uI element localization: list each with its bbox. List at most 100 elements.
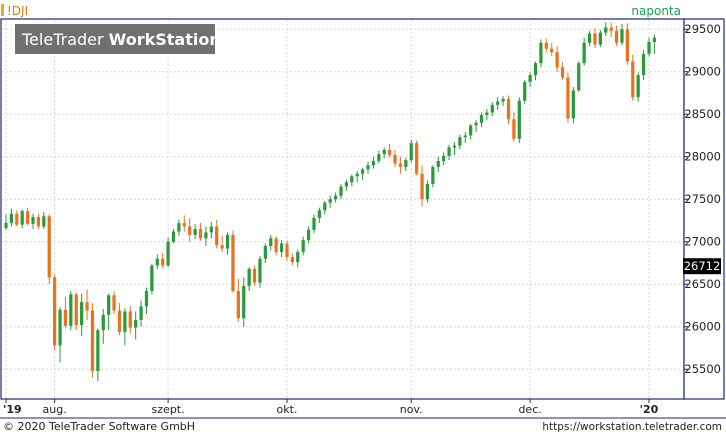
candle[interactable] bbox=[306, 226, 311, 244]
candle[interactable] bbox=[496, 97, 500, 110]
candle[interactable] bbox=[225, 232, 230, 255]
candle[interactable] bbox=[290, 253, 294, 266]
candle[interactable] bbox=[252, 265, 257, 286]
candle[interactable] bbox=[4, 214, 8, 230]
candle[interactable] bbox=[63, 296, 68, 329]
candle[interactable] bbox=[582, 37, 586, 66]
candle[interactable] bbox=[231, 230, 235, 293]
candle[interactable] bbox=[117, 302, 122, 336]
candle[interactable] bbox=[458, 134, 462, 150]
candle[interactable] bbox=[274, 236, 278, 256]
candle[interactable] bbox=[31, 213, 35, 229]
candle[interactable] bbox=[371, 156, 376, 169]
candle[interactable] bbox=[188, 217, 192, 242]
plot-area[interactable] bbox=[0, 18, 685, 400]
candle[interactable] bbox=[317, 207, 322, 224]
candle[interactable] bbox=[404, 157, 408, 172]
candle[interactable] bbox=[436, 156, 440, 173]
interval-label[interactable]: naponta bbox=[631, 4, 681, 18]
candle[interactable] bbox=[604, 22, 608, 37]
candle[interactable] bbox=[47, 214, 51, 285]
candle[interactable] bbox=[593, 28, 597, 48]
candle[interactable] bbox=[431, 165, 435, 188]
candle[interactable] bbox=[198, 223, 203, 241]
candle[interactable] bbox=[641, 49, 646, 81]
candle[interactable] bbox=[442, 152, 446, 166]
candle[interactable] bbox=[539, 39, 543, 68]
candle[interactable] bbox=[107, 293, 111, 331]
candle[interactable] bbox=[355, 171, 359, 183]
candle[interactable] bbox=[631, 54, 635, 101]
candle[interactable] bbox=[550, 42, 554, 57]
candle[interactable] bbox=[25, 207, 30, 226]
candle[interactable] bbox=[344, 179, 349, 191]
candle[interactable] bbox=[263, 243, 267, 263]
candle[interactable] bbox=[485, 109, 489, 121]
candle[interactable] bbox=[80, 293, 84, 337]
candle[interactable] bbox=[53, 274, 57, 351]
candle[interactable] bbox=[258, 256, 262, 288]
candle[interactable] bbox=[247, 267, 251, 292]
candle[interactable] bbox=[204, 226, 208, 246]
candle[interactable] bbox=[58, 307, 62, 363]
candle[interactable] bbox=[90, 302, 95, 378]
candle[interactable] bbox=[150, 263, 154, 295]
candle[interactable] bbox=[215, 219, 219, 249]
candle[interactable] bbox=[382, 147, 386, 159]
candle[interactable] bbox=[393, 149, 397, 167]
candle[interactable] bbox=[15, 210, 19, 227]
candle[interactable] bbox=[123, 308, 127, 346]
candle[interactable] bbox=[501, 96, 505, 106]
candle[interactable] bbox=[328, 195, 332, 208]
candle[interactable] bbox=[479, 112, 484, 127]
candle[interactable] bbox=[647, 37, 651, 57]
candle[interactable] bbox=[323, 200, 327, 215]
candle[interactable] bbox=[333, 192, 338, 203]
candle[interactable] bbox=[96, 328, 100, 382]
candle[interactable] bbox=[577, 61, 581, 93]
candle[interactable] bbox=[155, 254, 159, 269]
candle[interactable] bbox=[398, 156, 403, 174]
candle[interactable] bbox=[296, 249, 300, 268]
candle[interactable] bbox=[587, 30, 592, 47]
candle[interactable] bbox=[193, 223, 197, 240]
candle[interactable] bbox=[128, 306, 132, 334]
candle[interactable] bbox=[144, 287, 149, 314]
candle[interactable] bbox=[301, 236, 305, 256]
candle[interactable] bbox=[242, 277, 246, 327]
candle[interactable] bbox=[74, 292, 78, 331]
candle[interactable] bbox=[620, 24, 624, 46]
candle[interactable] bbox=[9, 208, 14, 227]
candle[interactable] bbox=[609, 22, 613, 37]
candle[interactable] bbox=[220, 235, 224, 252]
candle[interactable] bbox=[85, 289, 89, 320]
candle[interactable] bbox=[182, 215, 186, 232]
candle[interactable] bbox=[161, 252, 165, 269]
candle[interactable] bbox=[366, 161, 370, 174]
candle[interactable] bbox=[425, 180, 430, 203]
candle[interactable] bbox=[533, 61, 538, 81]
candle[interactable] bbox=[236, 279, 240, 322]
price-axis-panel[interactable] bbox=[683, 18, 725, 400]
candle[interactable] bbox=[555, 46, 559, 72]
candle[interactable] bbox=[312, 214, 316, 234]
candle[interactable] bbox=[598, 30, 602, 48]
candle[interactable] bbox=[171, 228, 176, 244]
candle[interactable] bbox=[469, 124, 473, 140]
candle[interactable] bbox=[42, 211, 46, 229]
candle[interactable] bbox=[377, 150, 381, 164]
candle[interactable] bbox=[566, 72, 570, 123]
candle[interactable] bbox=[625, 23, 629, 65]
candle[interactable] bbox=[636, 72, 640, 102]
candle[interactable] bbox=[447, 144, 451, 161]
candle[interactable] bbox=[134, 311, 138, 340]
candle[interactable] bbox=[452, 142, 457, 156]
candle[interactable] bbox=[544, 38, 548, 53]
candle[interactable] bbox=[36, 213, 41, 229]
candle[interactable] bbox=[420, 165, 424, 207]
candle[interactable] bbox=[285, 240, 289, 261]
candle[interactable] bbox=[209, 222, 213, 239]
candle[interactable] bbox=[474, 120, 478, 133]
candle[interactable] bbox=[512, 112, 516, 142]
candle[interactable] bbox=[506, 95, 511, 125]
